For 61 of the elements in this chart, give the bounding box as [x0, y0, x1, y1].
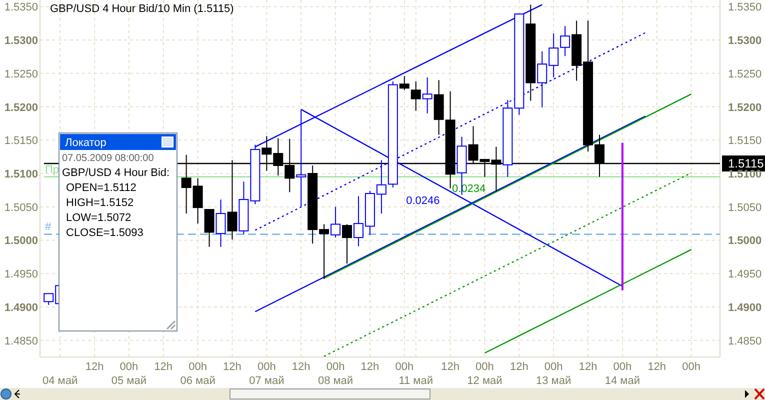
x-tick-label: 00h 05 май [111, 361, 147, 387]
y2-tick-label: 1.5300 [728, 35, 762, 48]
y2-tick-label: 1.5150 [728, 135, 762, 148]
y2-tick-label: 1.5250 [728, 68, 762, 80]
candlestick [342, 224, 352, 264]
candlestick [422, 76, 432, 114]
candlestick [410, 80, 421, 112]
x-tick-label: 12h [648, 361, 666, 373]
x-tick-label: 00h 07 май [249, 361, 284, 387]
annotation: 07.05.2009 08:00:00 [62, 153, 154, 164]
y-tick-label: 1.5050 [4, 202, 38, 214]
x-tick-label: 00h 13 май [536, 361, 572, 387]
annotation: Локатор [65, 137, 106, 149]
annotation: OPEN=1.5112 [66, 182, 136, 194]
x-tick-label: 12h [578, 361, 598, 373]
y2-tick-label: 1.4900 [728, 302, 762, 314]
candlestick [204, 209, 214, 248]
annotation: LOW=1.5072 [66, 212, 132, 224]
x-tick-label: 00h 12 май [467, 361, 502, 387]
ref-line-label: # [45, 221, 52, 234]
y-tick-label: 1.5250 [4, 68, 38, 80]
y-tick-label: 1.5300 [4, 35, 38, 48]
y2-tick-label: 1.5100 [728, 168, 762, 180]
annotation: HIGH=1.5152 [66, 197, 134, 209]
y2-tick-label: 1.4950 [728, 268, 762, 281]
x-tick-label: 12h [154, 361, 173, 373]
y-tick-label: 1.5150 [4, 135, 38, 148]
y-tick-label: 1.5000 [4, 235, 38, 248]
y-tick-label: 1.5200 [4, 102, 38, 114]
y-tick-label: 1.5100 [4, 168, 38, 180]
x-tick-label: 00h 14 май [604, 361, 640, 387]
annotation: CLOSE=1.5093 [66, 227, 144, 239]
x-tick-label: 00h [682, 361, 700, 373]
x-tick-label: 12h [360, 361, 380, 373]
chart-title: GBP/USD 4 Hour Bid/10 Min (1.5115) [50, 3, 234, 15]
x-tick-label: 00h 06 май [180, 361, 216, 387]
x-tick-label: 12h [223, 361, 242, 373]
y-tick-label: 1.4900 [4, 302, 38, 314]
y2-tick-label: 1.4850 [728, 335, 762, 348]
x-tick-label: 04 май [42, 375, 78, 387]
ref-line-label: Пр [45, 164, 60, 176]
candlestick [216, 199, 226, 248]
y2-tick-label: 1.5000 [728, 235, 762, 248]
x-tick-label: 12h [441, 361, 460, 373]
y-tick-label: 1.4950 [4, 268, 38, 281]
y2-tick-label: 1.5350 [728, 2, 762, 14]
x-tick-label: 12h [510, 361, 528, 373]
y2-tick-label: 1.5200 [728, 102, 762, 114]
candlestick [330, 206, 341, 238]
y2-tick-label: 1.5050 [728, 202, 762, 214]
x-tick-label: 12h [85, 361, 104, 373]
x-tick-label: 12h [292, 361, 310, 373]
series-label: 0.0246 [406, 194, 440, 207]
y-tick-label: 1.5350 [4, 2, 38, 14]
x-tick-label: 00h 08 май [318, 361, 354, 387]
x-tick-label: 11 май [398, 375, 434, 387]
candlestick [399, 76, 410, 91]
annotation: GBP/USD 4 Hour Bid: [62, 167, 170, 179]
y-tick-label: 1.4850 [4, 335, 38, 348]
x-tick-label: 00h [395, 361, 414, 373]
ref-line-label: 1.5115 [728, 156, 764, 170]
